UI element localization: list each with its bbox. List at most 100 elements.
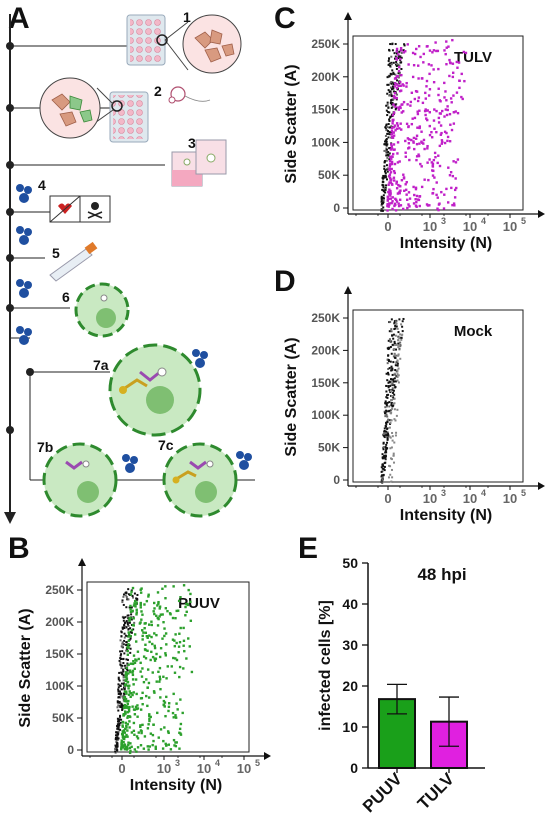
positive-event-point [391,152,395,156]
positive-event-point [435,193,438,197]
event-point [126,623,129,626]
positive-event-point [129,742,132,745]
event-point [381,202,384,205]
positive-event-point [416,110,419,113]
positive-event-point [428,88,432,91]
step-6-label: 6 [62,289,70,305]
event-point [392,83,395,86]
positive-event-point [178,632,181,635]
event-point [392,396,395,399]
positive-event-point [144,631,148,634]
event-point [123,688,126,691]
positive-event-point [434,41,437,44]
positive-event-point [451,203,454,207]
event-point [396,63,399,66]
positive-event-point [427,94,431,97]
positive-event-point [444,108,448,111]
positive-event-point [147,595,150,598]
event-point [129,647,132,650]
event-point [122,676,125,679]
positive-event-point [396,141,400,144]
event-point [120,653,123,656]
step-1-label: 1 [183,9,191,25]
positive-event-point [124,675,127,679]
step-2-label: 2 [154,83,162,99]
positive-event-point [392,169,396,173]
event-point [122,643,125,646]
positive-event-point [431,51,434,54]
positive-event-point [454,110,457,113]
event-point [388,367,391,370]
event-point [389,421,392,424]
positive-event-point [407,63,410,66]
positive-event-point [458,86,461,90]
event-point [388,330,391,333]
event-point [386,358,389,361]
event-point [392,90,395,93]
positive-event-point [412,64,416,67]
positive-event-point [145,634,149,638]
reagent-icon-1 [16,184,32,203]
event-point [120,635,123,638]
positive-event-point [400,111,403,114]
positive-event-point [433,127,436,130]
positive-event-point [133,713,137,716]
positive-event-point [135,750,138,753]
positive-event-point [445,63,448,66]
event-point [387,63,390,66]
event-point [388,152,391,155]
positive-event-point [172,738,176,742]
event-point [393,356,396,359]
positive-event-point [445,113,449,117]
event-point [118,722,121,725]
positive-event-point [389,155,392,159]
positive-event-point [445,187,448,191]
positive-event-point [420,165,423,168]
positive-event-point [393,85,397,88]
positive-event-point [132,721,136,725]
positive-event-point [394,82,397,85]
positive-event-point [126,711,129,714]
event-point [385,129,388,132]
event-point [128,606,131,609]
event-point [386,421,389,424]
event-point [389,378,392,381]
positive-event-point [398,105,402,109]
positive-event-point [173,644,177,648]
event-point [394,364,397,367]
event-point [394,63,397,66]
positive-event-point [154,747,157,750]
positive-event-point [122,746,125,749]
positive-event-point [460,95,463,99]
positive-event-point [141,634,144,638]
event-point [121,645,124,648]
positive-event-point [404,151,407,154]
event-point [394,344,397,347]
positive-event-point [125,724,128,727]
event-point [385,443,388,446]
event-point [386,126,389,129]
event-point [122,670,125,673]
positive-event-point [136,715,139,718]
positive-event-point [406,103,409,106]
event-point [398,50,401,53]
positive-event-point [174,616,177,620]
event-point [389,341,392,344]
positive-event-point [398,160,401,163]
event-point [123,624,126,627]
event-point [125,649,128,652]
event-point [130,631,133,634]
event-point [388,158,391,161]
event-point [385,144,388,147]
positive-event-point [440,139,444,142]
event-point [117,727,120,730]
positive-event-point [408,197,412,200]
event-point [384,433,387,436]
positive-event-point [415,134,419,137]
event-point [383,430,386,433]
event-point [386,92,389,95]
event-point [388,62,391,65]
event-point [382,206,385,209]
event-point [391,85,394,88]
positive-event-point [388,168,391,172]
